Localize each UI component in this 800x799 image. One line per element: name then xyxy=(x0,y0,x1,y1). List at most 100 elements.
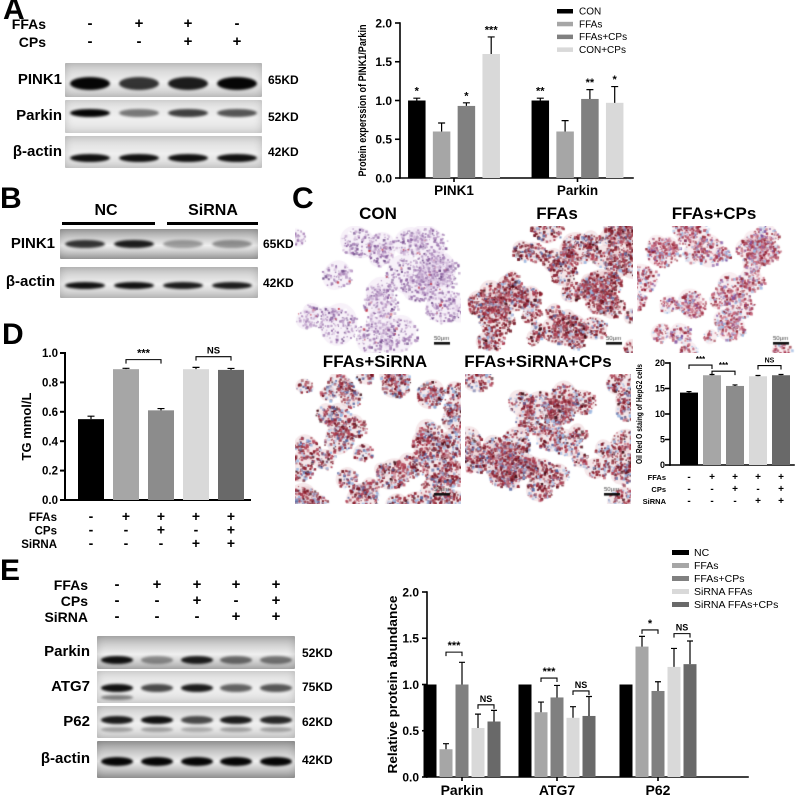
error-bar xyxy=(462,102,470,106)
error-bar xyxy=(538,701,544,713)
sign: + xyxy=(732,472,738,483)
molecular-weight-label: 52KD xyxy=(268,109,299,124)
condition-sign: + xyxy=(232,33,242,50)
bar xyxy=(487,721,501,777)
legend-swatch xyxy=(557,34,573,40)
category-label: P62 xyxy=(646,782,671,798)
condition-sign: + xyxy=(271,576,281,593)
condition-sign: + xyxy=(271,608,281,625)
condition-row-label: SiRNA xyxy=(44,609,88,625)
sign: - xyxy=(710,484,713,495)
significance-bracket xyxy=(688,364,713,370)
protein-sub-band xyxy=(100,727,134,733)
molecular-weight-label: 42KD xyxy=(263,275,294,290)
protein-sub-band xyxy=(140,727,174,733)
y-tick-label: 0.8 xyxy=(42,378,59,390)
condition-sign: + xyxy=(183,33,193,50)
legend-swatch xyxy=(672,576,689,581)
error-bar xyxy=(438,122,446,132)
error-bar xyxy=(413,97,421,101)
sign-row-label: SiRNA xyxy=(21,539,57,551)
category-label: ATG7 xyxy=(539,782,576,798)
significance-label: *** xyxy=(719,361,729,370)
significance-bracket xyxy=(477,704,495,709)
y-axis-title: Relative protein abundance xyxy=(385,596,400,774)
protein-band xyxy=(216,76,258,90)
protein-band xyxy=(118,108,160,117)
y-tick-label: 0.4 xyxy=(42,436,59,448)
legend-label: FFAs+CPs xyxy=(694,573,744,585)
condition-row-label: CPs xyxy=(60,593,88,609)
error-bar xyxy=(639,635,645,647)
bar xyxy=(667,666,681,777)
category-label: Parkin xyxy=(441,782,484,798)
protein-band xyxy=(219,716,253,725)
sign: - xyxy=(159,535,164,551)
protein-band xyxy=(259,683,293,692)
y-axis-title: Oil Red O staing of HepG2 cells xyxy=(635,364,644,464)
protein-band xyxy=(180,756,214,766)
protein-sub-band xyxy=(100,694,134,700)
micrograph-label: FFAs+CPs xyxy=(671,204,757,223)
bar xyxy=(518,684,532,777)
condition-row-label: FFAs xyxy=(53,577,88,593)
lane-group-line xyxy=(62,222,155,225)
category-label: Parkin xyxy=(557,183,598,198)
condition-sign: + xyxy=(192,592,202,609)
bar xyxy=(651,690,665,777)
error-bar xyxy=(459,661,465,685)
sign-row-label: CPs xyxy=(35,526,57,538)
error-bar xyxy=(443,743,449,750)
blot-strip xyxy=(65,136,262,168)
panel-b-letter: B xyxy=(0,182,22,215)
blot-strip xyxy=(60,229,258,259)
bar xyxy=(113,369,139,500)
sign: + xyxy=(755,496,761,507)
protein-band xyxy=(259,716,293,725)
panel-e-letter: E xyxy=(0,554,21,587)
condition-sign: + xyxy=(183,15,193,32)
bar xyxy=(605,102,624,178)
significance-label: * xyxy=(613,74,618,86)
error-bar xyxy=(686,390,692,393)
condition-sign: - xyxy=(87,33,93,50)
condition-sign: + xyxy=(271,592,281,609)
error-bar xyxy=(122,367,130,370)
error-bar xyxy=(671,647,677,667)
legend-swatch xyxy=(672,589,689,594)
error-bar xyxy=(586,695,592,716)
sign: - xyxy=(687,484,690,495)
protein-band xyxy=(64,239,106,248)
legend-label: SiRNA FFAs+CPs xyxy=(694,599,778,611)
protein-band xyxy=(259,756,293,766)
sign: - xyxy=(733,496,736,507)
sign: + xyxy=(778,472,784,483)
protein-band xyxy=(219,756,253,766)
error-bar xyxy=(157,407,165,411)
sign: - xyxy=(89,508,94,524)
significance-bracket xyxy=(757,365,782,370)
panel-d-letter: D xyxy=(2,318,24,351)
error-bar xyxy=(491,709,497,722)
bar xyxy=(772,375,790,465)
protein-band xyxy=(180,683,214,692)
y-tick-label: 0.0 xyxy=(42,495,58,507)
micrograph-label: CON xyxy=(359,204,397,223)
bar xyxy=(148,410,174,500)
protein-label: β-actin xyxy=(40,750,90,768)
lane-group-label: SiRNA xyxy=(188,202,238,219)
bar xyxy=(581,98,599,178)
significance-label: *** xyxy=(696,355,706,364)
y-tick-label: 0.0 xyxy=(375,171,392,185)
error-bar xyxy=(475,713,481,728)
error-bar xyxy=(570,706,576,718)
bar xyxy=(432,131,451,178)
bar xyxy=(457,105,476,178)
bar xyxy=(550,697,564,777)
significance-label: NS xyxy=(207,346,220,357)
protein-band xyxy=(211,239,253,248)
